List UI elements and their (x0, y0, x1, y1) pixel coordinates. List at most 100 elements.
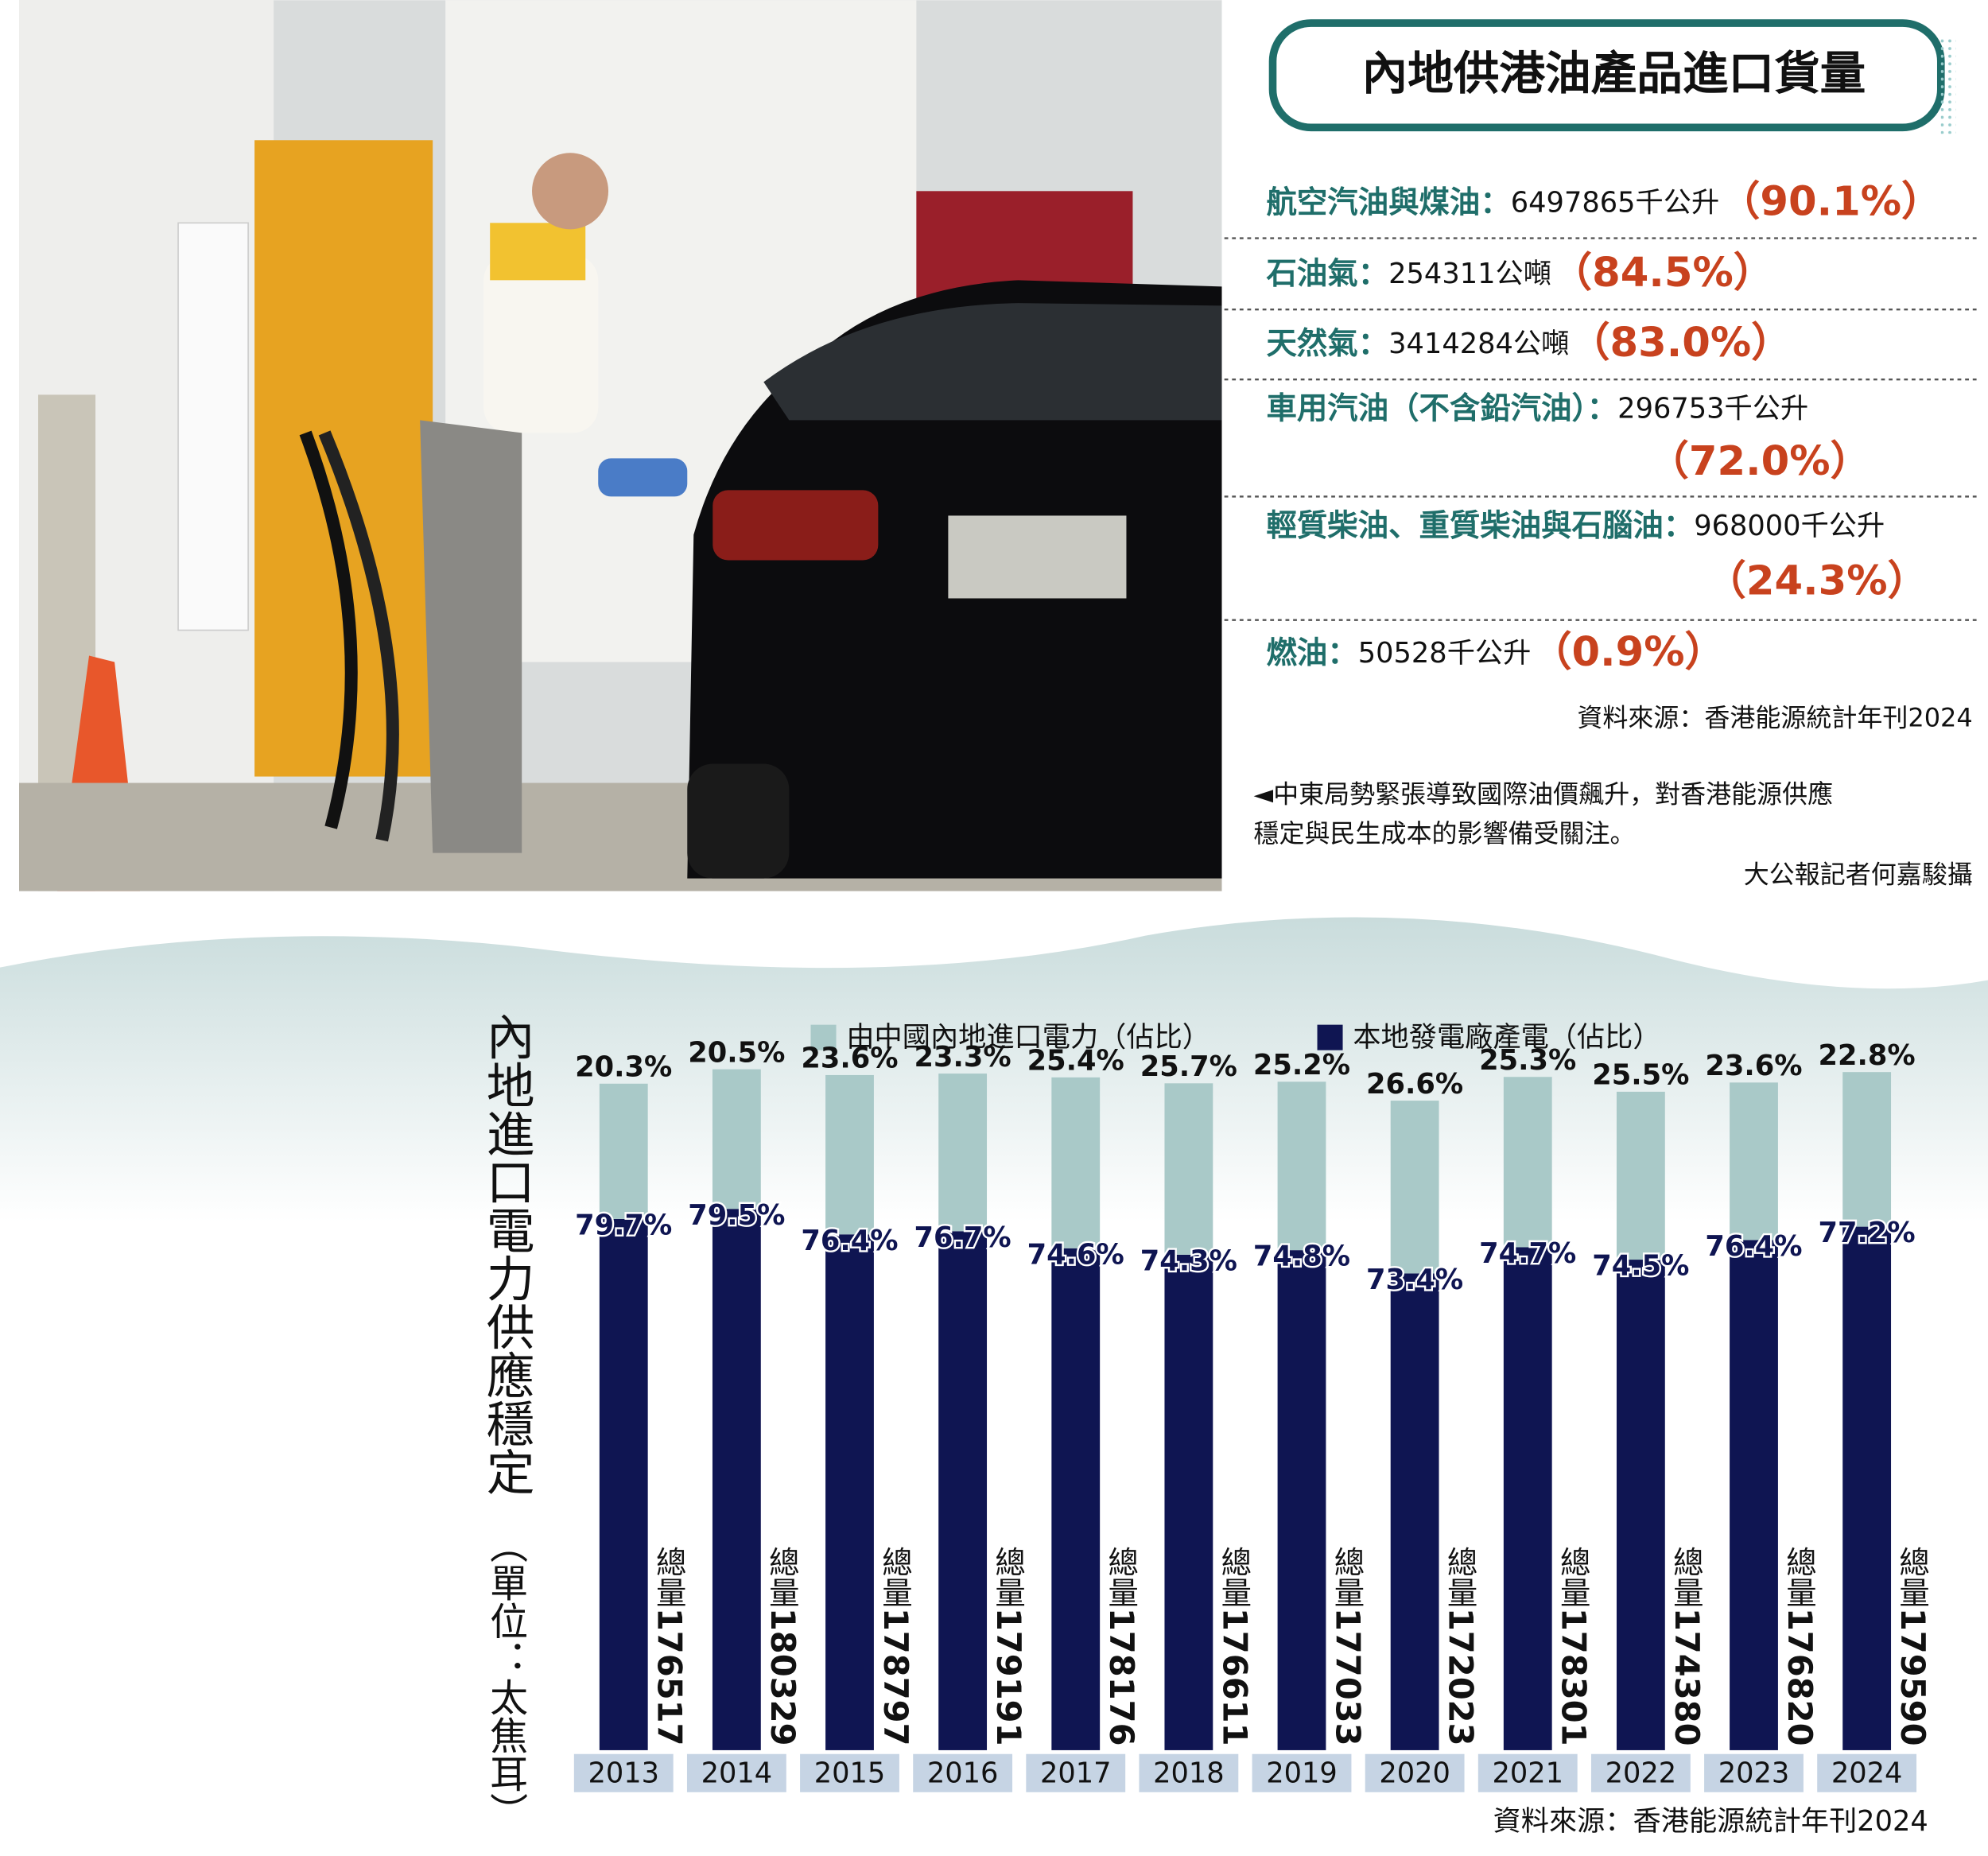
data-label: 76.7% (914, 1221, 1011, 1254)
legend-swatch (810, 1024, 837, 1050)
chart-title: 內地進口電力供應穩定 (478, 1012, 534, 1496)
data-label: 25.5% (1592, 1059, 1689, 1092)
item-line: 車用汽油（不含鉛汽油）：296753千公升 (1267, 390, 1809, 426)
total-value: 179191 (989, 1608, 1028, 1746)
bar-segment (1616, 1260, 1665, 1750)
total-value: 176611 (1215, 1608, 1254, 1746)
total-label: 總量 172023 (1442, 1547, 1481, 1746)
total-caption: 總量 (1216, 1547, 1252, 1608)
item-line: 天然氣：3414284公噸（83.0%） (1267, 319, 1792, 367)
title-decoration (1940, 38, 1956, 134)
bar-segment (825, 1234, 874, 1750)
bar-segment (1277, 1250, 1326, 1750)
item-share: （0.9%） (1531, 628, 1725, 676)
total-caption: 總量 (763, 1547, 799, 1608)
total-value: 178301 (1555, 1608, 1594, 1746)
x-tick-label: 2020 (1379, 1757, 1450, 1789)
data-label: 20.5% (688, 1036, 785, 1069)
bar-segment (825, 1074, 874, 1235)
data-label: 74.8% (1253, 1241, 1350, 1273)
data-label: 74.3% (1140, 1244, 1237, 1277)
caption-line: 穩定與民生成本的影響備受關注。 (1254, 818, 1636, 848)
data-label: 25.2% (1253, 1049, 1350, 1081)
total-label: 總量 180329 (763, 1547, 802, 1746)
total-value: 179590 (1893, 1608, 1932, 1746)
year-box (573, 1753, 674, 1792)
bar-segment (1164, 1083, 1213, 1255)
x-tick-label: 2021 (1492, 1757, 1563, 1789)
photo (19, 0, 1222, 891)
bar-segment (1730, 1082, 1778, 1241)
x-tick-label: 2024 (1831, 1757, 1903, 1789)
bar-segment (1842, 1072, 1892, 1227)
bar-segment (1277, 1081, 1326, 1251)
item-share: （90.1%） (1719, 177, 1942, 225)
item-name: 航空汽油與煤油： (1267, 184, 1511, 220)
item-name: 石油氣： (1267, 255, 1389, 291)
year-box (800, 1753, 899, 1792)
total-caption: 總量 (1555, 1547, 1590, 1608)
data-label: 76.4% (801, 1225, 898, 1257)
bar-segment (938, 1231, 988, 1750)
data-label: 76.4% (1705, 1230, 1802, 1263)
x-tick-label: 2018 (1153, 1757, 1225, 1789)
total-label: 總量 179590 (1893, 1547, 1932, 1746)
item-amount: 6497865千公升 (1511, 186, 1719, 219)
x-tick-label: 2022 (1606, 1757, 1677, 1789)
item-name: 天然氣： (1267, 325, 1389, 361)
total-label: 總量 174380 (1668, 1547, 1706, 1746)
total-value: 176517 (650, 1608, 689, 1746)
x-tick-label: 2014 (701, 1757, 773, 1789)
item-list: 航空汽油與煤油：6497865千公升（90.1%） 石油氣：254311公噸（84… (1224, 177, 1979, 676)
total-label: 總量 177033 (1328, 1547, 1367, 1746)
item-line: 燃油：50528千公升（0.9%） (1267, 628, 1726, 676)
data-label: 77.2% (1819, 1217, 1916, 1249)
data-label: 22.8% (1819, 1039, 1916, 1072)
data-label: 25.7% (1140, 1050, 1237, 1083)
x-tick-label: 2015 (814, 1757, 886, 1789)
year-box (1590, 1753, 1691, 1792)
total-label: 總量 178301 (1555, 1547, 1594, 1746)
bar-segment (1390, 1101, 1439, 1274)
item-amount: 296753千公升 (1617, 393, 1808, 425)
total-caption: 總量 (1103, 1547, 1139, 1608)
bar-segment (1503, 1247, 1552, 1750)
data-label: 23.6% (1705, 1050, 1802, 1082)
bar-segment (1730, 1240, 1778, 1750)
legend-label: 本地發電廠產電（佔比） (1353, 1021, 1660, 1054)
year-box (1139, 1753, 1239, 1792)
item-amount: 254311公噸 (1388, 258, 1551, 290)
panel-source: 資料來源：香港能源統計年刊2024 (1577, 703, 1972, 733)
data-label: 23.3% (914, 1041, 1011, 1074)
total-label: 總量 178176 (1102, 1547, 1141, 1746)
item-line: 石油氣：254311公噸（84.5%） (1267, 249, 1774, 297)
bar-segment (599, 1218, 648, 1750)
total-caption: 總量 (1780, 1547, 1816, 1608)
total-caption: 總量 (990, 1547, 1026, 1608)
total-caption: 總量 (1329, 1547, 1365, 1608)
bar-segment (1164, 1254, 1213, 1750)
bar-segment (1842, 1226, 1892, 1750)
item-name: 車用汽油（不含鉛汽油）： (1267, 390, 1618, 426)
year-box (1252, 1753, 1352, 1792)
year-box (686, 1753, 786, 1792)
total-caption: 總量 (650, 1547, 686, 1608)
data-label: 25.3% (1479, 1044, 1576, 1077)
data-label: 79.7% (575, 1210, 672, 1242)
chart-subtitle: （單位：太焦耳） (483, 1525, 527, 1831)
bar-segment (712, 1069, 761, 1210)
data-label: 23.6% (801, 1043, 898, 1075)
x-tick-label: 2019 (1266, 1757, 1338, 1789)
total-value: 172023 (1442, 1608, 1481, 1746)
x-tick-label: 2013 (588, 1757, 659, 1789)
x-tick-label: 2016 (927, 1757, 999, 1789)
total-value: 178797 (876, 1608, 915, 1746)
year-box (1704, 1753, 1804, 1792)
data-label: 20.3% (575, 1051, 672, 1084)
year-box (1026, 1753, 1126, 1792)
bar-segment (1503, 1077, 1552, 1248)
item-name: 燃油： (1267, 635, 1358, 670)
chart-source: 資料來源：香港能源統計年刊2024 (1493, 1805, 1928, 1838)
data-label: 26.6% (1366, 1068, 1463, 1101)
legend-label: 由中國內地進口電力（佔比） (846, 1021, 1210, 1054)
